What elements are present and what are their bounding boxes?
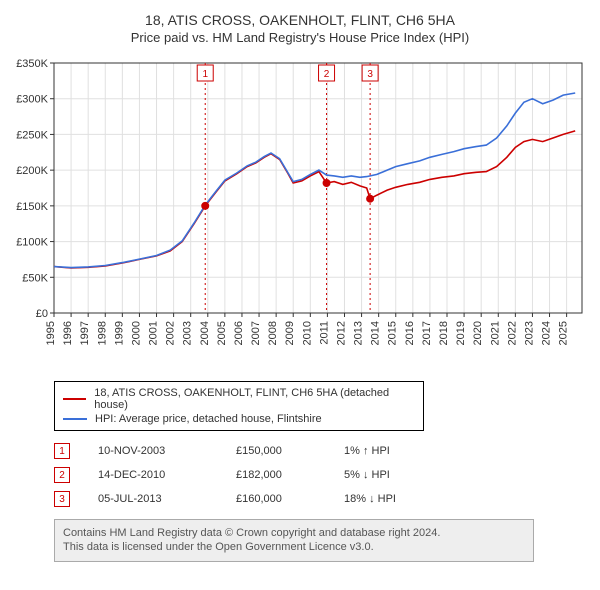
footer-line: This data is licensed under the Open Gov… <box>63 540 525 554</box>
svg-text:£0: £0 <box>36 308 48 320</box>
marker-badge: 3 <box>54 491 70 507</box>
marker-price: £182,000 <box>236 469 316 481</box>
marker-row: 2 14-DEC-2010 £182,000 5% ↓ HPI <box>54 463 588 487</box>
marker-badge: 2 <box>54 467 70 483</box>
legend-item: 18, ATIS CROSS, OAKENHOLT, FLINT, CH6 5H… <box>63 386 415 412</box>
svg-text:3: 3 <box>367 69 373 80</box>
svg-text:2003: 2003 <box>182 321 194 345</box>
svg-text:1997: 1997 <box>79 321 91 345</box>
svg-text:1999: 1999 <box>113 321 125 345</box>
svg-text:£50K: £50K <box>22 272 48 284</box>
svg-text:2010: 2010 <box>301 321 313 345</box>
legend-swatch <box>63 418 87 420</box>
svg-text:2018: 2018 <box>438 321 450 345</box>
svg-text:2005: 2005 <box>216 321 228 345</box>
svg-text:2001: 2001 <box>148 321 160 345</box>
svg-text:1996: 1996 <box>62 321 74 345</box>
legend: 18, ATIS CROSS, OAKENHOLT, FLINT, CH6 5H… <box>54 381 424 431</box>
legend-swatch <box>63 398 86 400</box>
svg-text:1995: 1995 <box>45 321 57 345</box>
svg-text:2002: 2002 <box>165 321 177 345</box>
svg-text:1998: 1998 <box>96 321 108 345</box>
svg-text:2023: 2023 <box>523 321 535 345</box>
footer-line: Contains HM Land Registry data © Crown c… <box>63 526 525 540</box>
svg-text:2016: 2016 <box>404 321 416 345</box>
page-subtitle: Price paid vs. HM Land Registry's House … <box>12 30 588 45</box>
svg-text:£200K: £200K <box>16 165 48 177</box>
svg-text:2017: 2017 <box>421 321 433 345</box>
svg-text:2014: 2014 <box>370 321 382 345</box>
svg-text:2009: 2009 <box>284 321 296 345</box>
svg-text:2022: 2022 <box>506 321 518 345</box>
marker-row: 1 10-NOV-2003 £150,000 1% ↑ HPI <box>54 439 588 463</box>
svg-text:2000: 2000 <box>130 321 142 345</box>
page-title: 18, ATIS CROSS, OAKENHOLT, FLINT, CH6 5H… <box>12 12 588 28</box>
svg-text:£100K: £100K <box>16 237 48 249</box>
price-chart: £0 £50K £100K £150K £200K £250K £300K £350K 1995… <box>12 53 588 373</box>
svg-text:2021: 2021 <box>489 321 501 345</box>
legend-item: HPI: Average price, detached house, Flin… <box>63 412 415 426</box>
svg-text:£250K: £250K <box>16 129 48 141</box>
svg-text:2020: 2020 <box>472 321 484 345</box>
svg-text:2004: 2004 <box>199 321 211 345</box>
legend-label: HPI: Average price, detached house, Flin… <box>95 413 322 425</box>
marker-price: £160,000 <box>236 493 316 505</box>
svg-text:£350K: £350K <box>16 58 48 70</box>
marker-table: 1 10-NOV-2003 £150,000 1% ↑ HPI 2 14-DEC-2010… <box>54 439 588 511</box>
marker-delta: 1% ↑ HPI <box>344 445 454 457</box>
marker-badge: 1 <box>54 443 70 459</box>
legend-label: 18, ATIS CROSS, OAKENHOLT, FLINT, CH6 5H… <box>94 387 415 411</box>
marker-delta: 18% ↓ HPI <box>344 493 454 505</box>
marker-date: 05-JUL-2013 <box>98 493 208 505</box>
svg-text:2006: 2006 <box>233 321 245 345</box>
svg-text:2015: 2015 <box>387 321 399 345</box>
marker-row: 3 05-JUL-2013 £160,000 18% ↓ HPI <box>54 487 588 511</box>
svg-text:2011: 2011 <box>318 321 330 345</box>
svg-text:2025: 2025 <box>558 321 570 345</box>
marker-delta: 5% ↓ HPI <box>344 469 454 481</box>
svg-text:£300K: £300K <box>16 94 48 106</box>
marker-date: 10-NOV-2003 <box>98 445 208 457</box>
svg-text:2013: 2013 <box>353 321 365 345</box>
svg-text:1: 1 <box>202 69 208 80</box>
svg-text:2007: 2007 <box>250 321 262 345</box>
footer-attribution: Contains HM Land Registry data © Crown c… <box>54 519 534 562</box>
marker-date: 14-DEC-2010 <box>98 469 208 481</box>
chart-svg: £0 £50K £100K £150K £200K £250K £300K £350K 1995… <box>12 53 588 373</box>
svg-text:2019: 2019 <box>455 321 467 345</box>
svg-text:2008: 2008 <box>267 321 279 345</box>
svg-text:£150K: £150K <box>16 201 48 213</box>
marker-price: £150,000 <box>236 445 316 457</box>
svg-text:2024: 2024 <box>541 321 553 345</box>
svg-text:2: 2 <box>324 69 330 80</box>
svg-text:2012: 2012 <box>335 321 347 345</box>
